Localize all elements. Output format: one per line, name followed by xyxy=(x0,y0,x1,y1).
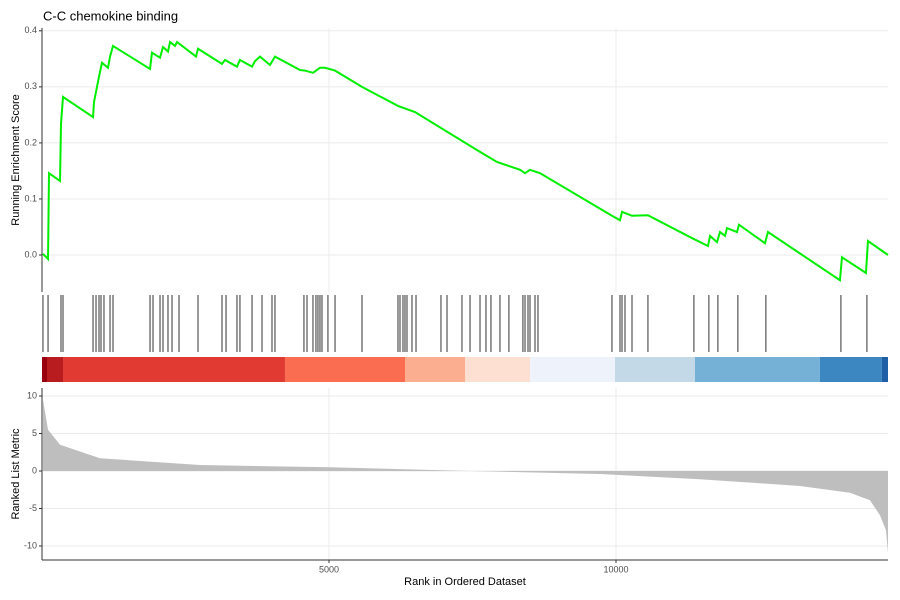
rank-band xyxy=(42,357,47,382)
rank-band xyxy=(694,357,820,382)
y-tick-label: 10 xyxy=(27,390,37,400)
y-axis-label: Running Enrichment Score xyxy=(10,94,22,225)
rank-band xyxy=(819,357,882,382)
rank-band xyxy=(465,357,531,382)
y-tick-label: -10 xyxy=(24,540,37,550)
rank-band xyxy=(46,357,64,382)
y-tick-label: 0.2 xyxy=(24,137,37,147)
rank-band xyxy=(615,357,695,382)
rank-band xyxy=(63,357,285,382)
x-tick-label: 10000 xyxy=(603,564,628,574)
x-axis-label: Rank in Ordered Dataset xyxy=(404,576,526,588)
rank-band xyxy=(530,357,616,382)
rank-band xyxy=(404,357,466,382)
y-axis-label: Ranked List Metric xyxy=(10,428,22,520)
y-tick-label: 0.4 xyxy=(24,25,37,35)
y-tick-label: 0 xyxy=(32,465,37,475)
y-tick-label: 0.1 xyxy=(24,193,37,203)
metric-area xyxy=(42,399,889,553)
rank-band xyxy=(881,357,888,382)
y-tick-label: -5 xyxy=(29,503,37,513)
y-tick-label: 5 xyxy=(32,428,37,438)
y-tick-label: 0.3 xyxy=(24,81,37,91)
chart-title: C-C chemokine binding xyxy=(43,8,178,23)
x-tick-label: 5000 xyxy=(319,564,339,574)
enrichment-line xyxy=(42,40,889,283)
y-tick-label: 0.0 xyxy=(24,249,37,259)
rank-band xyxy=(284,357,405,382)
